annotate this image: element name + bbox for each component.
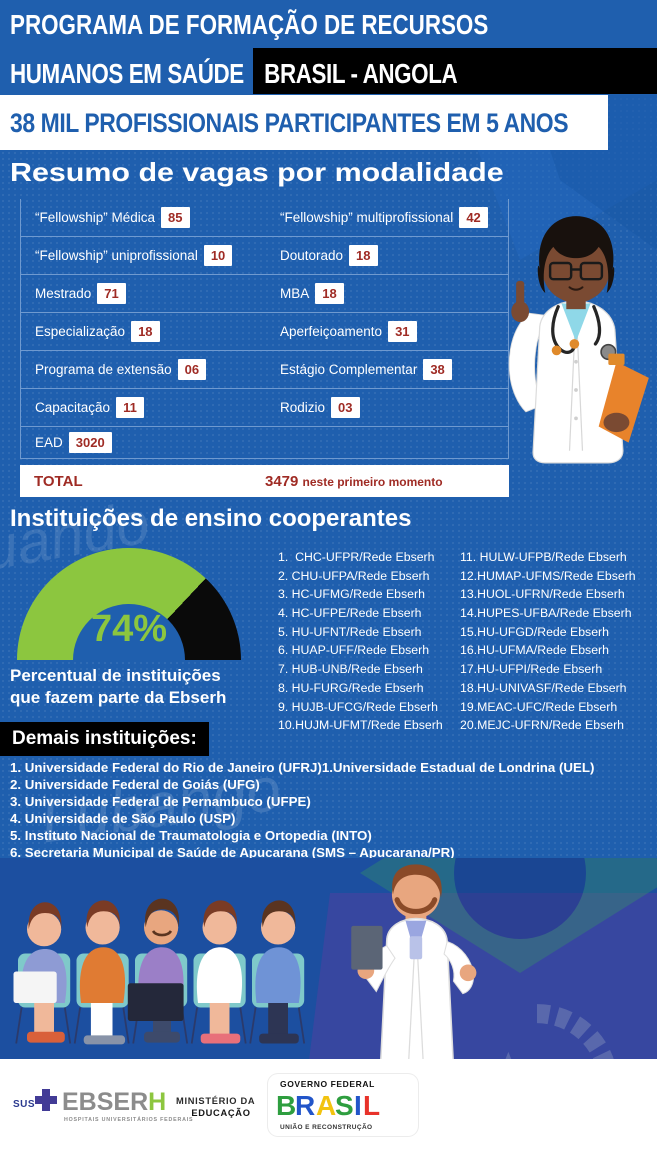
svg-text:R: R	[295, 1090, 315, 1121]
svg-text:B: B	[276, 1090, 296, 1121]
svg-text:S: S	[335, 1090, 354, 1121]
svg-text:I: I	[354, 1090, 362, 1121]
svg-text:L: L	[363, 1090, 380, 1121]
svg-text:A: A	[316, 1090, 336, 1121]
